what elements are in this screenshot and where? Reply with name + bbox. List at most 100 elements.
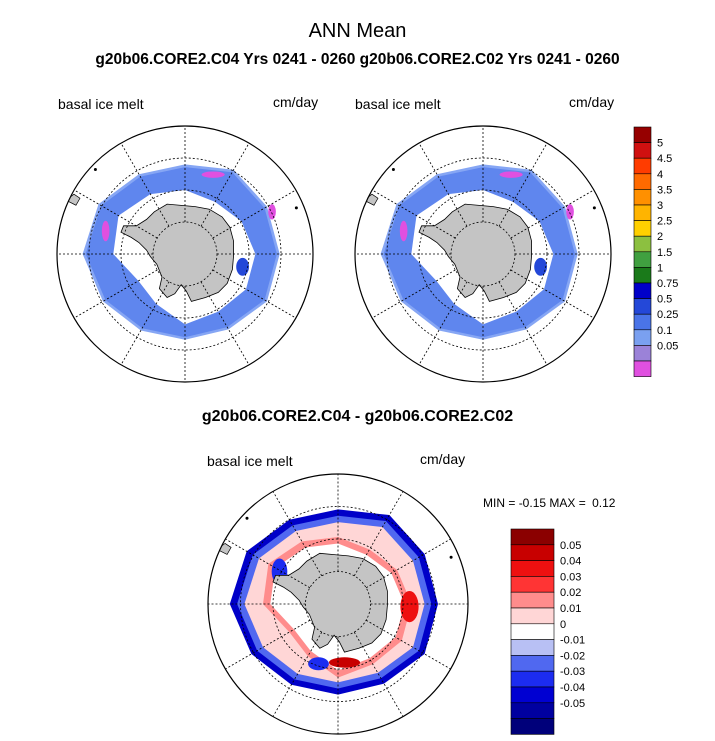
abs-colorbar-box — [633, 360, 652, 377]
right-meridian-line — [418, 281, 468, 366]
abs-colorbar-tick-label: 4 — [657, 169, 663, 181]
right-meridian-line — [371, 269, 456, 319]
diff-colorbar: 0.05 0.04 0.03 0.02 0.01 0 -0.01 -0.02 -0.03 -0.0… — [510, 528, 585, 735]
right-new-zealand-tip — [532, 373, 551, 380]
diff-colorbar-tick-label: 0.02 — [560, 587, 581, 599]
diff-colorbar-tick-label: -0.01 — [560, 635, 585, 647]
right-island — [391, 168, 395, 172]
diff-island — [449, 555, 453, 559]
abs-colorbar-box — [633, 204, 652, 221]
diff-colorbar-tick-label: -0.03 — [560, 666, 585, 678]
right-panel-units-label: cm/day — [569, 94, 615, 110]
abs-colorbar-tick-label: 1.5 — [657, 247, 672, 259]
left-meridian-line — [212, 269, 297, 319]
abs-colorbar-box — [633, 220, 652, 237]
abs-colorbar-box — [633, 267, 652, 284]
left-island — [93, 168, 97, 172]
abs-colorbar-box — [633, 345, 652, 362]
case-title: g20b06.CORE2.C04 Yrs 0241 - 0260 g20b06.… — [95, 51, 620, 68]
left-map-content — [57, 126, 313, 382]
diff-colorbar-tick-label: 0.05 — [560, 540, 581, 552]
abs-colorbar-tick-label: 0.75 — [657, 278, 678, 290]
right-high-melt-patch — [399, 220, 408, 242]
diff-new-zealand-tip — [388, 725, 407, 732]
diff-stats: MIN = -0.15 MAX = 0.12 — [483, 496, 615, 510]
abs-colorbar-box — [633, 313, 652, 331]
right-map-border — [354, 125, 612, 383]
diff-colorbar-box — [510, 670, 555, 688]
min-value: -0.15 — [518, 496, 547, 510]
diff-colorbar-box — [510, 639, 555, 656]
right-panel-variable-label: basal ice melt — [355, 96, 441, 112]
left-panel-units-label: cm/day — [273, 94, 319, 110]
diff-meridian-line — [225, 538, 311, 589]
abs-colorbar-tick-label: 4.5 — [657, 153, 672, 165]
abs-colorbar-box — [633, 173, 652, 190]
abs-colorbar-box — [633, 142, 652, 159]
left-meridian-line — [200, 142, 250, 227]
right-high-melt-patch — [566, 204, 574, 220]
diff-colorbar-tick-label: 0 — [560, 619, 566, 631]
left-melt-patch — [236, 257, 250, 276]
diff-colorbar-box — [510, 623, 555, 640]
abs-colorbar-box — [633, 235, 652, 253]
diff-colorbar-box — [510, 702, 555, 719]
abs-colorbar-box — [633, 189, 652, 206]
left-map-border — [56, 125, 314, 383]
abs-colorbar-tick-label: 0.05 — [657, 340, 678, 352]
diff-colorbar-box — [510, 576, 555, 593]
left-panel-variable-label: basal ice melt — [58, 96, 144, 112]
left-high-melt-patch — [268, 204, 276, 220]
abs-colorbar-tick-label: 0.25 — [657, 309, 678, 321]
right-map-content — [355, 126, 611, 382]
left-island — [294, 206, 298, 210]
diff-diff-strong-neg — [308, 657, 329, 671]
diff-map — [207, 473, 469, 735]
diff-meridian-line — [225, 619, 311, 670]
left-meridian-line — [200, 281, 250, 366]
left-high-melt-patch — [201, 171, 225, 178]
diff-meridian-line — [365, 538, 451, 589]
right-map — [354, 125, 612, 383]
abs-colorbar-tick-label: 5 — [657, 138, 663, 150]
left-meridian-line — [73, 189, 158, 239]
abs-colorbar-box — [633, 126, 652, 143]
diff-diff-strong-pos — [328, 657, 361, 668]
diff-map-content — [208, 474, 468, 734]
abs-colorbar-box — [633, 251, 652, 268]
abs-colorbar-tick-label: 1 — [657, 262, 663, 274]
diff-meridian-line — [272, 631, 323, 717]
diff-island — [245, 516, 249, 520]
diff-meridian-line — [353, 491, 404, 577]
max-value: 0.12 — [592, 496, 616, 510]
diff-colorbar-box — [510, 544, 555, 561]
abs-colorbar: 5 4.5 4 3.5 3 2.5 2 1.5 1 0.75 0.5 0.25 0.1 0.05 — [633, 126, 678, 377]
diff-panel-units-label: cm/day — [420, 451, 466, 467]
abs-colorbar-tick-label: 2 — [657, 231, 663, 243]
left-map — [56, 125, 314, 383]
diff-meridian-line — [365, 619, 451, 670]
diff-colorbar-tick-label: -0.02 — [560, 650, 585, 662]
left-meridian-line — [73, 269, 158, 319]
diff-colorbar-tick-label: -0.05 — [560, 698, 585, 710]
abs-colorbar-box — [633, 298, 652, 315]
right-meridian-line — [418, 142, 468, 227]
left-meridian-line — [120, 281, 170, 366]
diff-colorbar-box — [510, 607, 555, 625]
abs-colorbar-box — [633, 282, 652, 299]
right-high-melt-patch — [499, 171, 523, 178]
min-label: MIN = — [483, 496, 516, 510]
left-meridian-line — [212, 189, 297, 239]
diff-colorbar-box — [510, 591, 555, 609]
left-high-melt-patch — [101, 220, 110, 242]
diff-colorbar-tick-label: -0.04 — [560, 682, 585, 694]
diff-colorbar-tick-label: 0.04 — [560, 556, 581, 568]
left-new-zealand-tip — [234, 373, 253, 380]
diff-colorbar-tick-label: 0.01 — [560, 603, 581, 615]
abs-colorbar-box — [633, 157, 652, 175]
diff-panel-variable-label: basal ice melt — [207, 453, 293, 469]
left-meridian-line — [120, 142, 170, 227]
left-antarctica — [120, 203, 234, 302]
abs-colorbar-tick-label: 0.1 — [657, 325, 672, 337]
